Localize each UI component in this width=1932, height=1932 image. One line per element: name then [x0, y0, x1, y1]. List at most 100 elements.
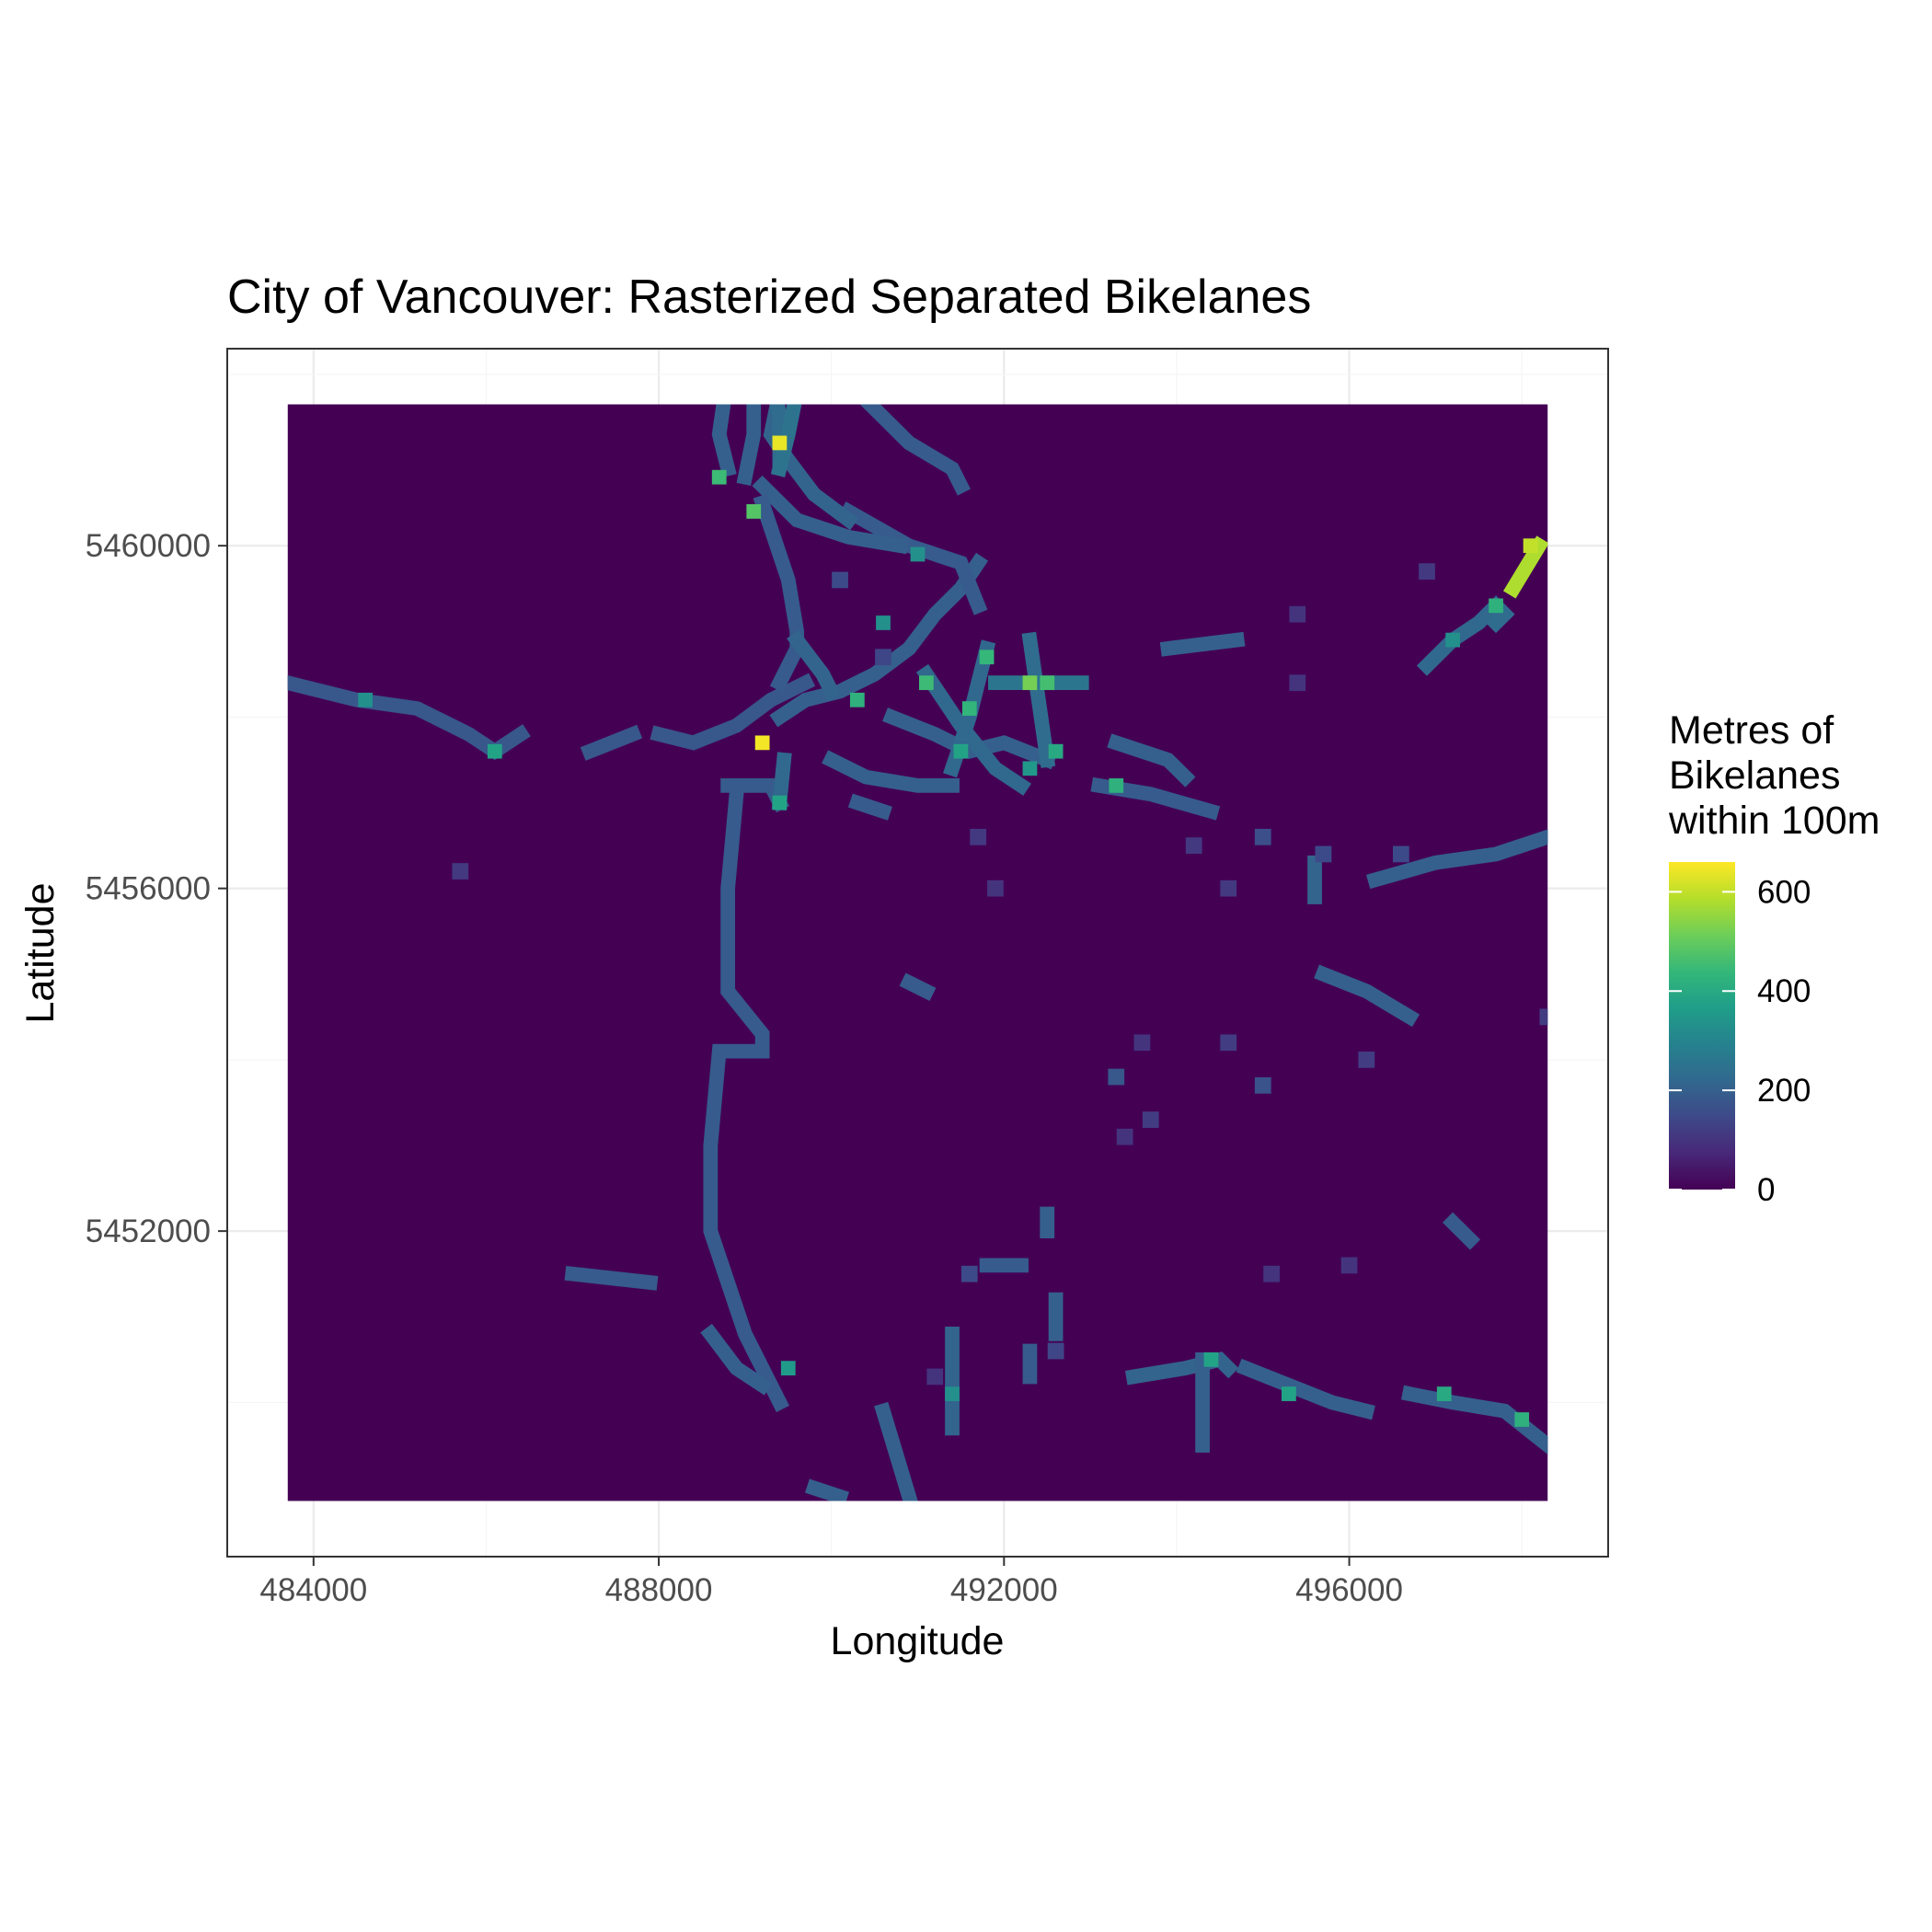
- panel-border: [226, 348, 1609, 1558]
- raster-cell: [1254, 1076, 1271, 1094]
- bikelane-cells: [838, 501, 988, 615]
- raster-hotspot-cell: [1048, 743, 1064, 759]
- raster-hotspot-cell: [1109, 778, 1124, 793]
- raster-cell: [1220, 1034, 1237, 1052]
- bikelane-cells: [822, 750, 960, 793]
- raster-background: [287, 404, 1548, 1501]
- legend-label: 0: [1757, 1172, 1775, 1208]
- legend-label: 400: [1757, 973, 1811, 1009]
- raster-hotspot-cell: [746, 504, 762, 519]
- raster-cell: [1254, 828, 1271, 845]
- raster-hotspot-cell: [910, 546, 926, 562]
- raster-hotspot-cell: [1514, 1412, 1530, 1427]
- bikelane-cells: [703, 786, 789, 1412]
- raster-cell: [1419, 563, 1435, 580]
- raster-cell: [1315, 845, 1332, 863]
- bikelane-cells: [580, 724, 643, 761]
- bikelane-cells: [1416, 595, 1507, 676]
- bikelane-cells: [770, 404, 802, 477]
- bikelane-cells: [787, 629, 842, 702]
- bikelane-cells: [736, 404, 762, 486]
- bikelane-cells: [650, 673, 816, 751]
- legend-colorbar: [1669, 862, 1735, 1190]
- bikelane-cells: [1236, 1358, 1375, 1420]
- bikelane-cells: [1442, 1212, 1481, 1250]
- raster-hotspot-cell: [1445, 632, 1461, 648]
- bikelane-cells: [700, 1323, 773, 1396]
- legend-title-line: within 100m: [1668, 799, 1880, 843]
- raster-hotspot-cell: [953, 743, 969, 759]
- x-tick-label: 492000: [950, 1572, 1058, 1608]
- raster-cell: [1289, 605, 1306, 623]
- raster-hotspot-cell: [1282, 1386, 1296, 1401]
- raster-cell: [1289, 674, 1306, 692]
- legend-title-line: Bikelanes: [1669, 753, 1840, 798]
- y-tick-label: 5460000: [86, 528, 211, 564]
- raster-hotspot-cell: [487, 743, 502, 759]
- legend-label: 200: [1757, 1073, 1811, 1109]
- legend-title-line: Metres of: [1669, 708, 1834, 753]
- raster-cell: [1108, 1068, 1125, 1086]
- raster-hotspot-cell: [711, 469, 727, 485]
- raster-cell: [1358, 1052, 1375, 1068]
- bikelane-cells: [847, 793, 892, 821]
- raster-cell: [1116, 1128, 1133, 1145]
- raster-cell: [1047, 1342, 1064, 1360]
- raster-cell: [875, 649, 891, 666]
- raster-hotspot-cell: [1523, 538, 1538, 554]
- bikelane-cells: [915, 663, 1031, 796]
- raster-hotspot-cell: [1489, 598, 1503, 614]
- x-tick-label: 484000: [259, 1572, 367, 1608]
- bikelane-cells: [859, 404, 971, 496]
- raster-hotspot-cell: [876, 615, 891, 630]
- raster-layer: [287, 404, 1548, 1501]
- bikelane-cells: [1107, 733, 1196, 788]
- bikelane-cells: [769, 552, 989, 728]
- x-tick-label: 496000: [1295, 1572, 1403, 1608]
- raster-cell: [1185, 837, 1202, 854]
- raster-hotspot-cell: [919, 675, 934, 691]
- raster-hotspot-cell: [1436, 1386, 1452, 1401]
- legend-label: 600: [1757, 874, 1811, 910]
- bikelane-cells: [1365, 829, 1548, 890]
- bikelane-cells: [882, 707, 1057, 770]
- raster-cell: [1133, 1034, 1151, 1052]
- raster-hotspot-cell: [961, 701, 977, 716]
- raster-hotspot-cell: [945, 1386, 960, 1401]
- bikelane-cells: [899, 972, 937, 1001]
- chart-title: City of Vancouver: Rasterized Separated …: [227, 270, 1311, 324]
- y-tick-label: 5452000: [86, 1213, 211, 1249]
- raster-hotspot-cell: [979, 650, 995, 665]
- bikelane-cells: [1159, 631, 1246, 657]
- bikelane-cells: [564, 1266, 659, 1291]
- bikelane-cells: [1485, 604, 1515, 634]
- raster-cell: [1142, 1111, 1159, 1128]
- raster-cell: [1340, 1257, 1358, 1274]
- bikelane-cells: [1400, 1385, 1548, 1455]
- raster-hotspot-cell: [1040, 675, 1055, 691]
- raster-hotspot-cell: [1022, 761, 1038, 776]
- bikelane-cells: [1021, 631, 1056, 768]
- y-tick-label: 5456000: [86, 871, 211, 907]
- raster-cell: [987, 880, 1004, 897]
- raster-hotspot-cell: [772, 795, 788, 811]
- raster-hotspot-cell: [772, 435, 788, 451]
- raster-hotspot-cell: [1203, 1351, 1219, 1367]
- bikelane-cells: [804, 1478, 850, 1501]
- raster-hotspot-cell: [1022, 675, 1038, 691]
- raster-hotspot-cell: [849, 692, 865, 707]
- bikelane-cells: [874, 1401, 918, 1501]
- raster-cell: [832, 571, 848, 589]
- axes: 484000 488000 492000 496000 5452000 5456000 54…: [86, 528, 1403, 1608]
- raster-cell: [1392, 845, 1409, 863]
- bikelane-cells: [1314, 964, 1420, 1028]
- raster-cell: [960, 1265, 978, 1282]
- raster-hotspot-cell: [754, 735, 770, 751]
- x-axis-title: Longitude: [831, 1619, 1005, 1663]
- raster-hotspot-cell: [358, 692, 373, 707]
- raster-cell: [1220, 880, 1237, 897]
- y-axis-title: Latitude: [18, 882, 63, 1023]
- raster-cell: [1539, 1008, 1548, 1026]
- bikelane-cells: [752, 475, 909, 555]
